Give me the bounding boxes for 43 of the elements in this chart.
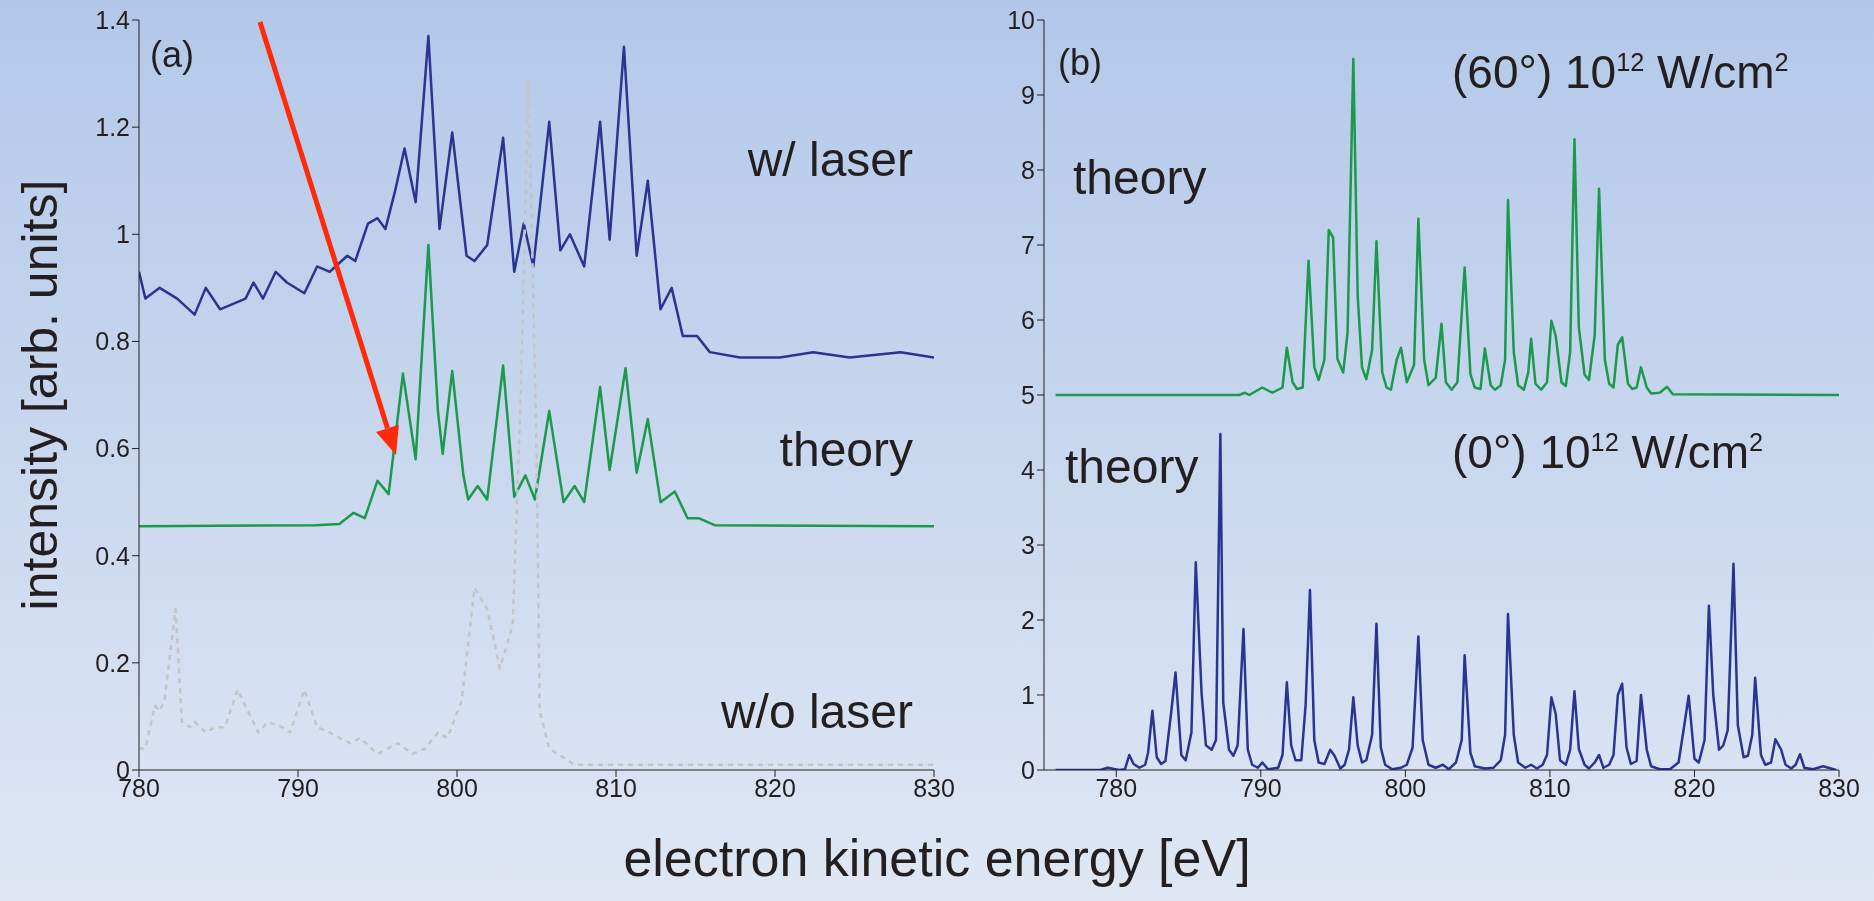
x-tick-label: 820 xyxy=(754,773,796,802)
y-tick-label: 9 xyxy=(1021,80,1035,109)
y-tick-label: 1 xyxy=(1021,680,1035,709)
y-tick-label: 2 xyxy=(1021,605,1035,634)
text: theory xyxy=(1073,151,1207,204)
text: w/ laser xyxy=(747,133,913,186)
y-tick-label: 3 xyxy=(1021,530,1035,559)
line-series xyxy=(139,34,934,359)
line-series xyxy=(139,243,934,528)
line-series xyxy=(139,77,934,766)
y-tick-label: 1.4 xyxy=(95,5,131,34)
x-tick-label: 800 xyxy=(436,773,478,802)
y-tick-label: 0.2 xyxy=(95,648,130,677)
x-tick-label: 830 xyxy=(913,773,955,802)
x-tick-label: 800 xyxy=(1384,773,1427,802)
x-axis-title: electron kinetic energy [eV] xyxy=(623,828,1251,888)
annotation: (b) xyxy=(1058,42,1102,84)
y-tick-label: 8 xyxy=(1021,155,1035,184)
y-tick-label: 7 xyxy=(1021,230,1035,259)
annotation: (60°) 10$^{12}$ W/cm$^{2}$ xyxy=(1452,45,1789,98)
x-tick-label: 780 xyxy=(1095,773,1138,802)
y-tick-label: 1 xyxy=(116,220,130,249)
y-tick-label: 1.2 xyxy=(95,113,130,142)
series-label: theory xyxy=(1065,440,1199,493)
x-tick-label: 790 xyxy=(277,773,319,802)
series-label: theory xyxy=(779,423,913,476)
y-tick-label: 0.4 xyxy=(95,541,131,570)
series-label: w/o laser xyxy=(720,685,913,738)
y-tick-label: 0.8 xyxy=(95,327,130,356)
y-axis-title: intensity [arb. units] xyxy=(11,179,69,611)
y-tick-label: 4 xyxy=(1021,455,1036,484)
y-tick-label: 0.6 xyxy=(95,434,130,463)
y-tick-label: 5 xyxy=(1021,380,1035,409)
x-tick-label: 820 xyxy=(1673,773,1716,802)
x-tick-label: 830 xyxy=(1818,773,1860,802)
x-tick-label: 810 xyxy=(595,773,637,802)
x-tick-label: 790 xyxy=(1239,773,1282,802)
y-tick-label: 0 xyxy=(1021,755,1035,784)
annotation: (a) xyxy=(150,34,194,76)
x-tick-label: 810 xyxy=(1529,773,1571,802)
annotation: (0°) 10$^{12}$ W/cm$^{2}$ xyxy=(1452,425,1764,478)
y-tick-label: 10 xyxy=(1007,5,1035,34)
y-tick-label: 6 xyxy=(1021,305,1035,334)
